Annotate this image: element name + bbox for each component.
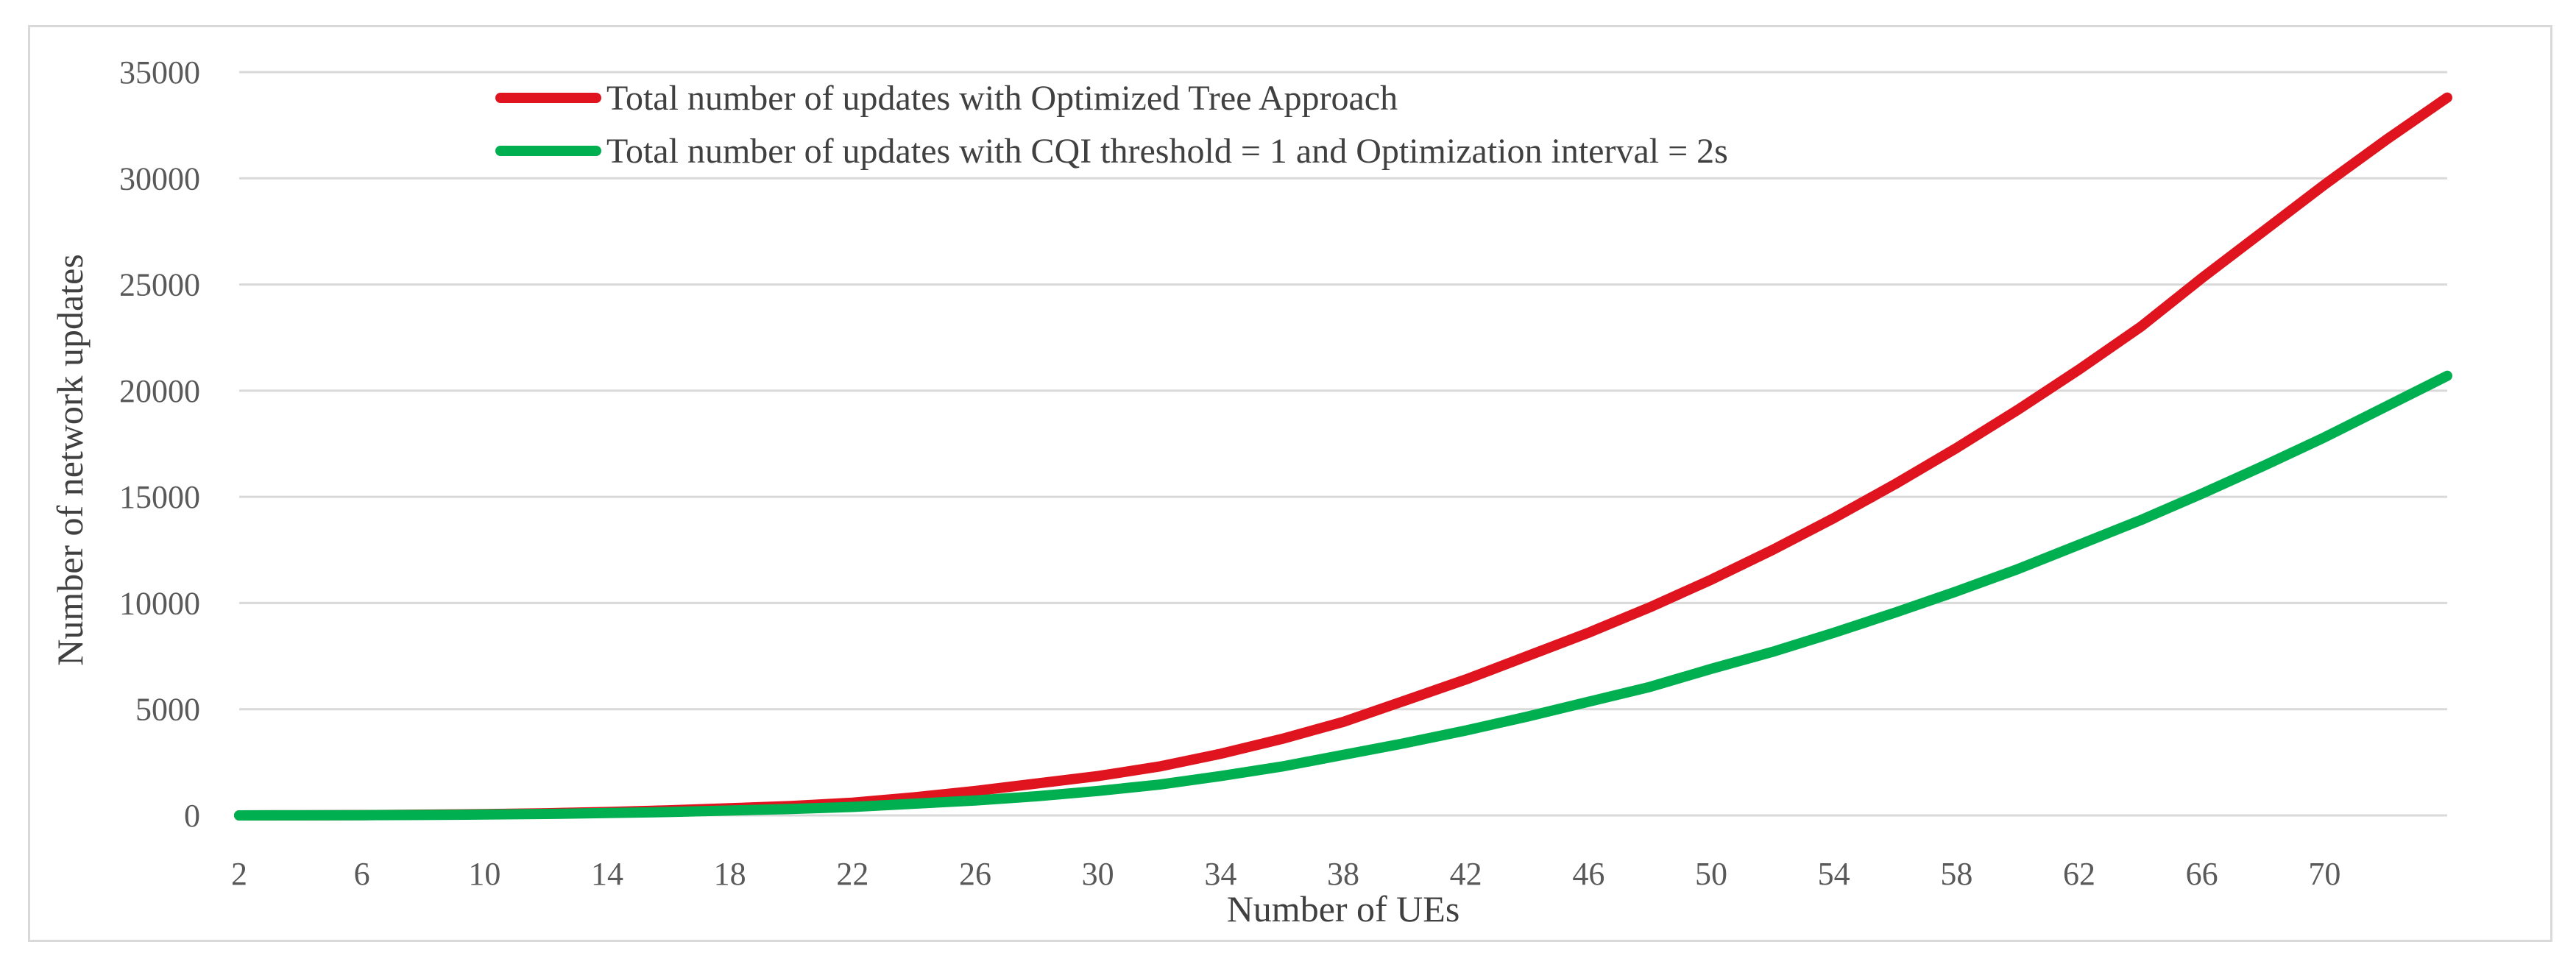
series-lines bbox=[234, 92, 2452, 821]
x-tick-label: 34 bbox=[1204, 856, 1236, 892]
x-tick-label: 54 bbox=[1818, 856, 1850, 892]
y-tick-label: 10000 bbox=[119, 585, 200, 621]
y-tick-label: 20000 bbox=[119, 373, 200, 409]
y-tick-label: 35000 bbox=[119, 54, 200, 91]
x-tick-label: 10 bbox=[468, 856, 500, 892]
x-tick-label: 42 bbox=[1450, 856, 1482, 892]
x-tick-label: 6 bbox=[354, 856, 370, 892]
gridlines bbox=[239, 71, 2447, 817]
y-axis-title: Number of network updates bbox=[49, 254, 91, 666]
y-tick-label: 5000 bbox=[135, 692, 200, 728]
x-tick-label: 70 bbox=[2308, 856, 2340, 892]
x-axis-title: Number of UEs bbox=[1227, 888, 1460, 929]
legend-label-optimized-tree: Total number of updates with Optimized T… bbox=[606, 79, 1398, 118]
y-tick-label: 30000 bbox=[119, 160, 200, 196]
x-tick-label: 30 bbox=[1082, 856, 1114, 892]
y-tick-label: 15000 bbox=[119, 479, 200, 515]
legend-label-cqi-threshold: Total number of updates with CQI thresho… bbox=[606, 132, 1728, 171]
x-tick-label: 38 bbox=[1327, 856, 1359, 892]
series-line-0 bbox=[234, 92, 2452, 821]
x-tick-label: 46 bbox=[1572, 856, 1604, 892]
x-tick-label: 18 bbox=[714, 856, 746, 892]
series-line-1 bbox=[234, 370, 2452, 821]
legend: Total number of updates with Optimized T… bbox=[495, 79, 1728, 171]
x-tick-label: 58 bbox=[1940, 856, 1972, 892]
y-tick-label: 0 bbox=[184, 798, 200, 834]
x-tick-label: 66 bbox=[2186, 856, 2218, 892]
x-axis-ticks: 2 6 10 14 18 22 26 30 34 38 42 46 50 54 58 62 66 70 bbox=[231, 856, 2340, 892]
y-tick-label: 25000 bbox=[119, 267, 200, 303]
x-tick-label: 14 bbox=[591, 856, 623, 892]
x-tick-label: 22 bbox=[836, 856, 868, 892]
x-tick-label: 2 bbox=[231, 856, 247, 892]
x-tick-label: 26 bbox=[959, 856, 991, 892]
x-tick-label: 62 bbox=[2063, 856, 2095, 892]
x-tick-label: 50 bbox=[1695, 856, 1727, 892]
y-axis-ticks: 0 5000 10000 15000 20000 25000 30000 35000 bbox=[119, 54, 200, 834]
